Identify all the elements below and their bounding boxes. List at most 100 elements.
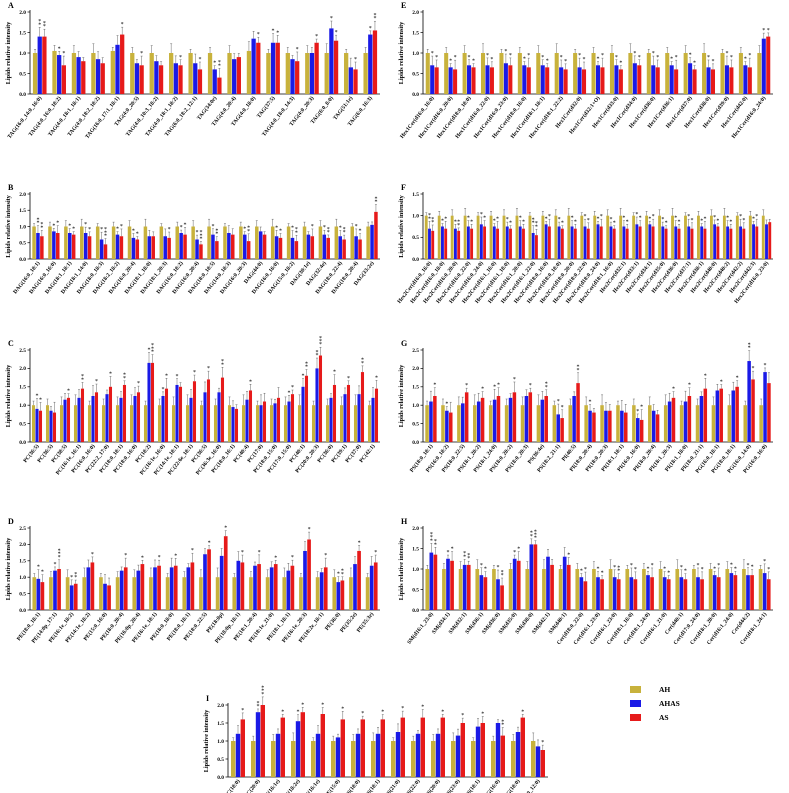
- bar-ah: [592, 569, 596, 610]
- category-label: SM(d16:1_23:0): [406, 611, 435, 646]
- bar-ah: [266, 53, 271, 94]
- bar-ah: [339, 405, 344, 442]
- category-label: Hex1Cer(d18:0_18:0): [435, 95, 472, 140]
- bar-ahas: [609, 226, 613, 259]
- significance-mark: *: [493, 219, 496, 225]
- y-tick-label: 2.0: [19, 366, 26, 372]
- bar-ah: [350, 226, 354, 259]
- significance-mark: *: [211, 224, 214, 230]
- significance-mark: *: [109, 371, 112, 377]
- bar-ah: [683, 53, 688, 94]
- bar-ahas: [375, 733, 381, 777]
- bar-ahas: [435, 733, 441, 777]
- bar-as: [545, 67, 550, 94]
- category-label: Hex1Cer(d16:0_22:0): [454, 95, 491, 140]
- significance-mark: *: [748, 53, 751, 59]
- significance-mark: *: [58, 555, 61, 561]
- significance-mark: *: [561, 221, 564, 227]
- bar-ahas: [544, 224, 548, 259]
- bar-as: [637, 65, 642, 94]
- bar-ahas: [371, 397, 375, 442]
- significance-mark: *: [428, 216, 431, 222]
- significance-mark: *: [584, 567, 587, 573]
- bar-ah: [425, 405, 429, 442]
- bar-as: [90, 562, 95, 610]
- panel-label: D: [8, 517, 14, 526]
- bar-as: [123, 567, 128, 610]
- y-axis-label: Lipids relative intensity: [398, 537, 405, 600]
- y-tick-label: 0.0: [412, 92, 419, 98]
- panel-c: C 0.0 0.5 1.0 1.5 2.0 2.5 Lipids relative inten…: [5, 336, 380, 476]
- bar-ah: [302, 226, 307, 259]
- bar-ah: [476, 215, 480, 259]
- significance-mark: *: [688, 383, 691, 389]
- bar-ah: [431, 741, 436, 777]
- bar-as: [234, 408, 239, 442]
- significance-mark: *: [449, 59, 452, 65]
- bar-ahas: [154, 61, 159, 94]
- bar-ah: [371, 741, 376, 777]
- significance-mark: *: [519, 216, 522, 222]
- category-label: TAG(4:0_18:2_18:2): [66, 95, 102, 138]
- significance-mark: *: [689, 53, 692, 59]
- category-label: TAG(16:0_14:0_16:0): [6, 95, 43, 140]
- significance-mark: *: [193, 370, 196, 376]
- bar-ahas: [743, 65, 748, 94]
- significance-mark: *: [316, 353, 319, 359]
- bar-ahas: [448, 67, 453, 94]
- category-label: LPC(18:2e): [279, 778, 302, 793]
- bar-ah: [365, 577, 370, 610]
- bar-ah: [286, 226, 291, 259]
- bar-as: [508, 65, 513, 94]
- bar-ah: [708, 569, 713, 610]
- significance-mark: *: [509, 53, 512, 59]
- bar-ahas: [219, 555, 224, 610]
- y-tick-label: 2.0: [19, 192, 26, 198]
- bar-ah: [759, 405, 763, 442]
- bar-ah: [558, 569, 563, 610]
- significance-mark: *: [184, 222, 187, 228]
- significance-mark: *: [652, 51, 655, 57]
- bar-ah: [251, 741, 256, 777]
- significance-mark: *: [330, 16, 333, 22]
- significance-mark: *: [532, 221, 535, 227]
- bar-ahas: [662, 577, 667, 610]
- significance-mark: *: [305, 361, 308, 367]
- significance-mark: *: [276, 30, 279, 36]
- bar-ah: [517, 53, 522, 94]
- bar-as: [61, 65, 66, 94]
- significance-mark: *: [374, 196, 377, 202]
- category-label: LPE(16:1e): [299, 778, 321, 793]
- bar-ah: [463, 215, 467, 259]
- significance-mark: *: [261, 689, 264, 695]
- bar-ah: [646, 53, 651, 94]
- bar-ahas: [115, 44, 120, 94]
- bar-ahas: [765, 224, 768, 259]
- bar-ah: [223, 226, 227, 259]
- significance-mark: *: [241, 708, 244, 714]
- significance-mark: *: [121, 22, 124, 28]
- bar-as: [290, 394, 295, 442]
- significance-mark: *: [703, 216, 706, 222]
- bar-ahas: [612, 577, 617, 610]
- bar-ahas: [476, 401, 481, 442]
- bar-ah: [658, 215, 661, 259]
- bar-ahas: [193, 63, 198, 94]
- y-tick-label: 1.5: [412, 385, 419, 391]
- bar-as: [655, 414, 660, 442]
- significance-mark: *: [297, 710, 300, 716]
- bar-ah: [159, 226, 164, 259]
- significance-mark: *: [54, 562, 57, 568]
- category-label: LPG(18:0): [500, 778, 521, 793]
- y-tick-label: 0.5: [217, 757, 224, 763]
- significance-mark: *: [354, 57, 357, 63]
- bar-as: [320, 714, 325, 777]
- bar-ah: [492, 569, 496, 610]
- significance-mark: *: [257, 32, 260, 38]
- bar-ahas: [661, 226, 665, 259]
- category-label: TAG(16:0_17:1_18:1): [84, 95, 121, 140]
- significance-mark: *: [39, 397, 42, 403]
- y-tick-label: 1.0: [19, 224, 26, 230]
- bar-ahas: [245, 399, 249, 442]
- significance-mark: *: [430, 532, 433, 538]
